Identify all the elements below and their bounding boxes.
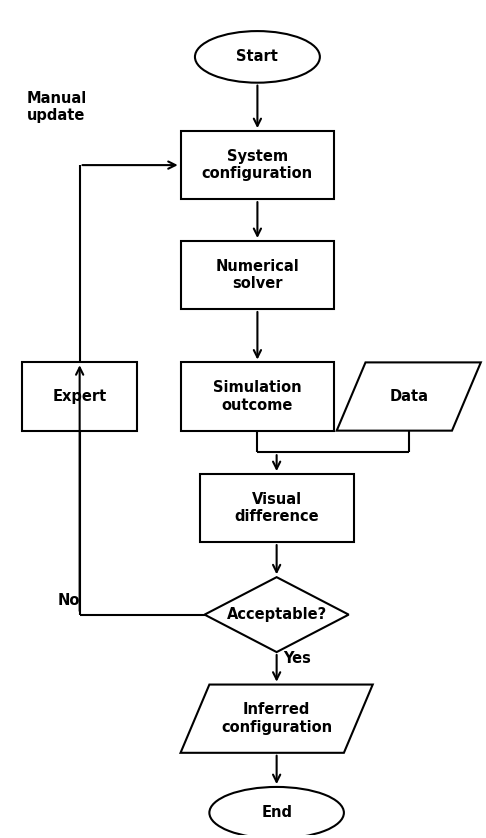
Text: Numerical
solver: Numerical solver <box>215 259 299 291</box>
Text: Start: Start <box>237 49 278 65</box>
Polygon shape <box>180 685 373 753</box>
Text: Data: Data <box>389 389 428 404</box>
Polygon shape <box>337 362 481 431</box>
Bar <box>22 362 138 431</box>
Ellipse shape <box>195 31 320 83</box>
Text: Visual
difference: Visual difference <box>234 492 319 525</box>
Text: End: End <box>261 805 292 820</box>
Text: Acceptable?: Acceptable? <box>226 607 327 622</box>
Bar <box>180 362 334 431</box>
Bar <box>200 474 353 542</box>
Bar <box>180 131 334 199</box>
Bar <box>180 241 334 309</box>
Text: System
configuration: System configuration <box>202 149 313 181</box>
Text: Expert: Expert <box>52 389 107 404</box>
Text: Simulation
outcome: Simulation outcome <box>213 380 302 413</box>
Ellipse shape <box>209 787 344 838</box>
Text: No: No <box>58 593 80 608</box>
Polygon shape <box>205 577 348 652</box>
Text: Manual
update: Manual update <box>27 91 87 123</box>
Text: Yes: Yes <box>283 651 311 666</box>
Text: Inferred
configuration: Inferred configuration <box>221 702 332 735</box>
